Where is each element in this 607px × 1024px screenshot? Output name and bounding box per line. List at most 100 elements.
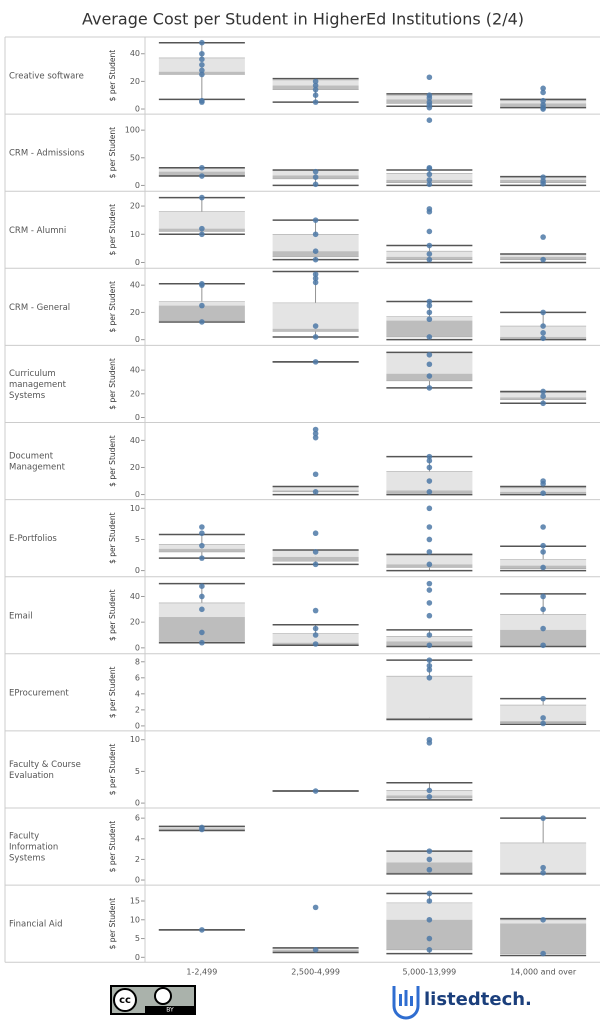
data-point [426,642,433,649]
data-point [426,242,433,249]
data-point [540,606,546,613]
row-label-line: Document [9,451,56,461]
by-label: BY [166,1007,174,1014]
data-point [540,715,546,721]
box-upper [500,254,587,257]
row-label: Financial Aid [9,919,63,929]
y-tick-label: 10 [130,915,140,924]
data-point [426,361,433,368]
row-label: Curriculum management Systems [9,368,69,400]
y-tick-label: 0 [135,799,140,808]
data-point [426,302,433,309]
data-point [426,74,433,81]
data-point [426,92,433,99]
data-point [540,234,546,240]
data-point [312,334,319,340]
data-point [312,323,319,329]
brand-name: listedtech. [424,989,532,1010]
data-point [540,549,546,555]
row-label: CRM - Admissions [9,148,85,158]
row-label-line: Evaluation [9,770,54,780]
data-point [426,662,433,669]
row-label: E-Portfolios [9,534,57,544]
row-label: CRM - General [9,302,70,312]
y-tick-label: 50 [130,153,140,162]
data-point [199,629,205,636]
data-point [426,856,433,863]
y-tick-label: 20 [130,463,140,472]
data-point [199,231,205,238]
data-point [540,593,546,600]
data-point [540,720,546,727]
data-point [426,334,433,340]
x-tick-label: 1-2,499 [186,968,217,977]
x-tick-label: 2,500-4,999 [291,968,340,977]
data-point [540,478,546,484]
y-tick-label: 0 [135,721,140,730]
data-point [426,256,433,263]
box-lower [158,305,245,321]
y-tick-label: 0 [135,490,140,499]
y-tick-label: 2 [135,705,140,714]
y-tick-label: 0 [135,953,140,962]
data-point [540,564,546,571]
brand-bar [399,994,402,1006]
data-point [199,824,205,831]
y-tick-label: 8 [135,657,140,666]
box-lower [272,251,359,257]
data-point [540,815,546,821]
data-point [312,641,319,647]
y-tick-label: 0 [135,566,140,575]
row-label: Email [9,611,33,621]
data-point [540,542,546,549]
data-point [426,674,433,681]
y-tick-label: 0 [135,413,140,422]
row-label: Creative software [9,71,84,81]
data-point [426,916,433,923]
data-point [199,225,205,232]
y-tick-label: 0 [135,105,140,114]
row-label-line: Systems [9,390,46,400]
data-point [426,561,433,568]
y-axis-label: $ per Student [108,281,117,333]
data-point [426,666,433,673]
y-tick-label: 20 [130,618,140,627]
data-point [426,351,433,358]
data-point [540,400,546,407]
data-point [426,171,433,178]
row-label-line: Curriculum [9,368,58,378]
data-point [312,561,319,568]
data-point [312,279,319,286]
box-lower [386,717,473,719]
data-point [540,335,546,342]
y-tick-label: 15 [130,896,140,905]
row-label: EProcurement [9,688,69,698]
data-point [312,607,319,614]
license-badge: cc BY [110,985,196,1015]
data-point [312,271,319,278]
data-point [426,251,433,257]
data-point [426,787,433,794]
data-point [540,330,546,336]
data-point [312,217,319,223]
box-upper [272,234,359,252]
data-point [312,86,319,93]
data-point [426,866,433,873]
data-point [312,168,319,175]
data-point [312,275,319,282]
box-upper [500,614,587,630]
box-lower [500,629,587,646]
box-lower [386,919,473,950]
box-upper [386,676,473,718]
box-upper [158,211,245,229]
y-tick-label: 6 [135,673,140,682]
box-lower [386,320,473,337]
y-tick-label: 0 [135,335,140,344]
data-point [426,524,433,530]
data-point [426,478,433,484]
data-point [426,316,433,323]
data-point [199,71,205,78]
y-tick-label: 0 [135,258,140,267]
data-point [540,256,546,263]
data-point [540,625,546,632]
